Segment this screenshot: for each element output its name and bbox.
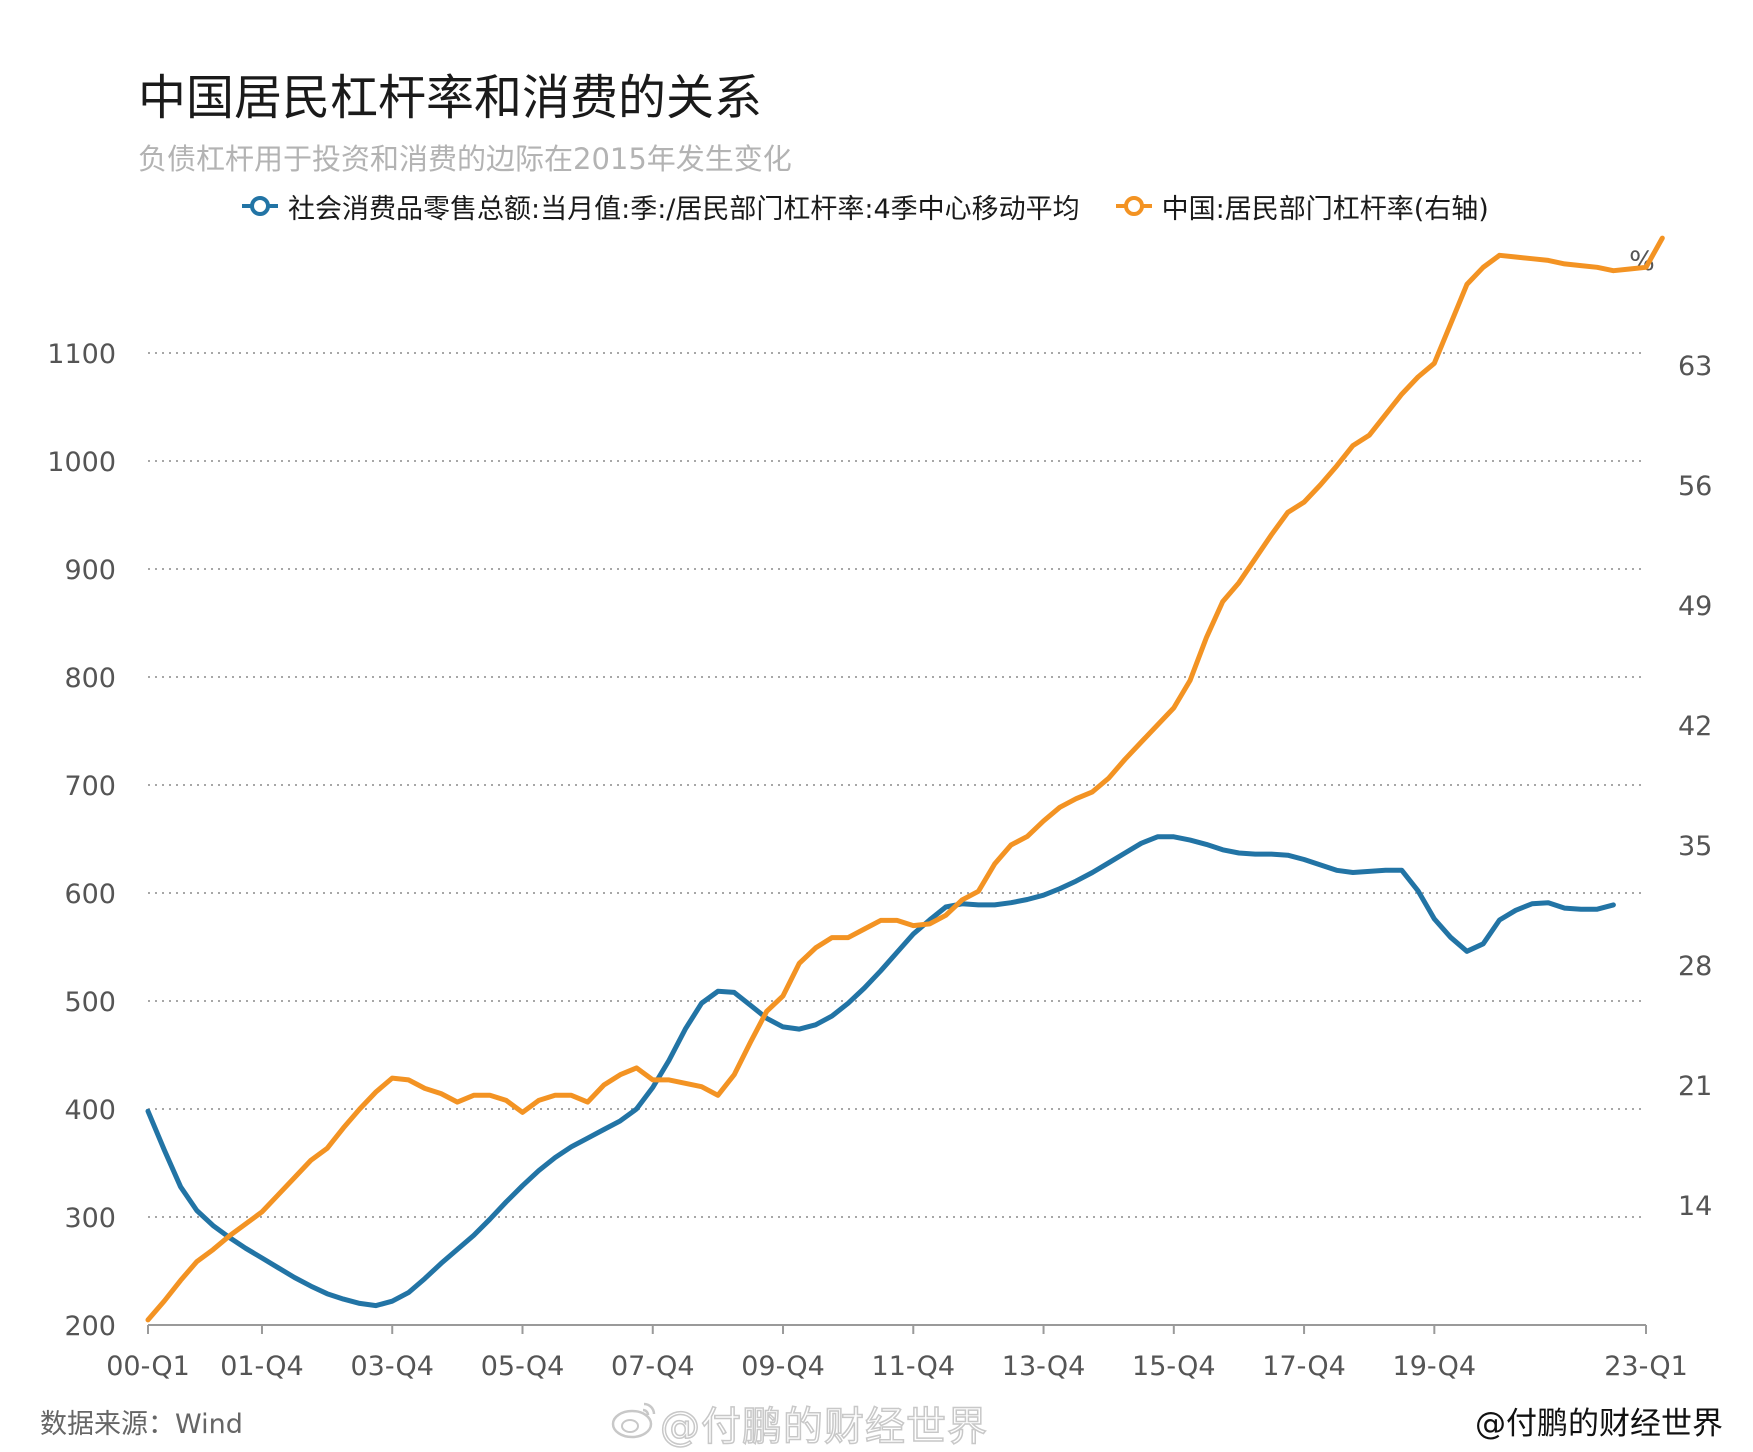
author-credit: @付鹏的财经世界 bbox=[1475, 1406, 1723, 1442]
series-lines bbox=[145, 235, 1665, 1323]
x-tick-label: 07-Q4 bbox=[611, 1351, 695, 1382]
left-tick-label: 500 bbox=[64, 987, 116, 1018]
left-tick-label: 600 bbox=[64, 879, 116, 910]
left-tick-label: 1100 bbox=[47, 339, 116, 370]
x-tick-label: 23-Q1 bbox=[1604, 1351, 1688, 1382]
left-tick-label: 200 bbox=[64, 1311, 116, 1342]
line-chart: 200 300 400 500 600 700 800 900 1000 1100 14 21 28 3… bbox=[47, 235, 1712, 1382]
x-tick-label: 13-Q4 bbox=[1002, 1351, 1086, 1382]
right-tick-label: 28 bbox=[1678, 951, 1712, 982]
right-tick-label: 63 bbox=[1678, 351, 1712, 382]
x-axis: 00-Q1 01-Q4 03-Q4 05-Q4 07-Q4 09-Q4 11-Q4 13-Q4… bbox=[106, 1324, 1688, 1382]
left-tick-label: 400 bbox=[64, 1095, 116, 1126]
x-tick-label: 17-Q4 bbox=[1262, 1351, 1346, 1382]
x-tick-label: 00-Q1 bbox=[106, 1351, 190, 1382]
x-tick-label: 11-Q4 bbox=[872, 1351, 956, 1382]
legend-marker-orange bbox=[1115, 196, 1152, 216]
x-tick-label: 03-Q4 bbox=[350, 1351, 434, 1382]
chart-subtitle: 负债杠杆用于投资和消费的边际在2015年发生变化 bbox=[138, 142, 792, 176]
legend-marker-blue bbox=[242, 196, 278, 216]
left-tick-label: 800 bbox=[64, 663, 116, 694]
grid-lines bbox=[148, 352, 1646, 1218]
left-tick-label: 300 bbox=[64, 1203, 116, 1234]
x-tick-label: 09-Q4 bbox=[741, 1351, 825, 1382]
series-line-consumption-ratio bbox=[145, 834, 1616, 1309]
right-tick-label: 21 bbox=[1678, 1071, 1712, 1102]
x-tick-label: 05-Q4 bbox=[481, 1351, 565, 1382]
left-tick-label: 900 bbox=[64, 555, 116, 586]
weibo-logo-icon bbox=[611, 1402, 656, 1439]
right-tick-label: 42 bbox=[1678, 711, 1712, 742]
legend-item-leverage: 中国:居民部门杠杆率(右轴) bbox=[1114, 187, 1489, 226]
legend: 社会消费品零售总额:当月值:季:/居民部门杠杆率:4季中心移动平均 中国:居民部… bbox=[240, 186, 1523, 226]
data-source: 数据来源：Wind bbox=[40, 1409, 243, 1440]
right-axis-ticks: 14 21 28 35 42 49 56 63 bbox=[1678, 351, 1712, 1222]
legend-item-consumption-ratio: 社会消费品零售总额:当月值:季:/居民部门杠杆率:4季中心移动平均 bbox=[240, 187, 1080, 226]
series-line-leverage bbox=[145, 235, 1665, 1323]
watermark: @付鹏的财经世界 bbox=[659, 1403, 988, 1451]
legend-label-leverage: 中国:居民部门杠杆率(右轴) bbox=[1161, 193, 1489, 225]
x-tick-label: 19-Q4 bbox=[1393, 1351, 1477, 1382]
left-tick-label: 700 bbox=[64, 771, 116, 802]
right-tick-label: 14 bbox=[1678, 1191, 1712, 1222]
right-tick-label: 49 bbox=[1678, 591, 1712, 622]
chart-title: 中国居民杠杆率和消费的关系 bbox=[138, 70, 763, 126]
x-tick-label: 15-Q4 bbox=[1132, 1351, 1216, 1382]
legend-label-consumption-ratio: 社会消费品零售总额:当月值:季:/居民部门杠杆率:4季中心移动平均 bbox=[288, 193, 1080, 225]
left-axis-ticks: 200 300 400 500 600 700 800 900 1000 1100 bbox=[47, 339, 116, 1342]
right-tick-label: 35 bbox=[1678, 831, 1712, 862]
x-tick-label: 01-Q4 bbox=[220, 1351, 304, 1382]
left-tick-label: 1000 bbox=[47, 447, 116, 478]
right-tick-label: 56 bbox=[1678, 471, 1712, 502]
